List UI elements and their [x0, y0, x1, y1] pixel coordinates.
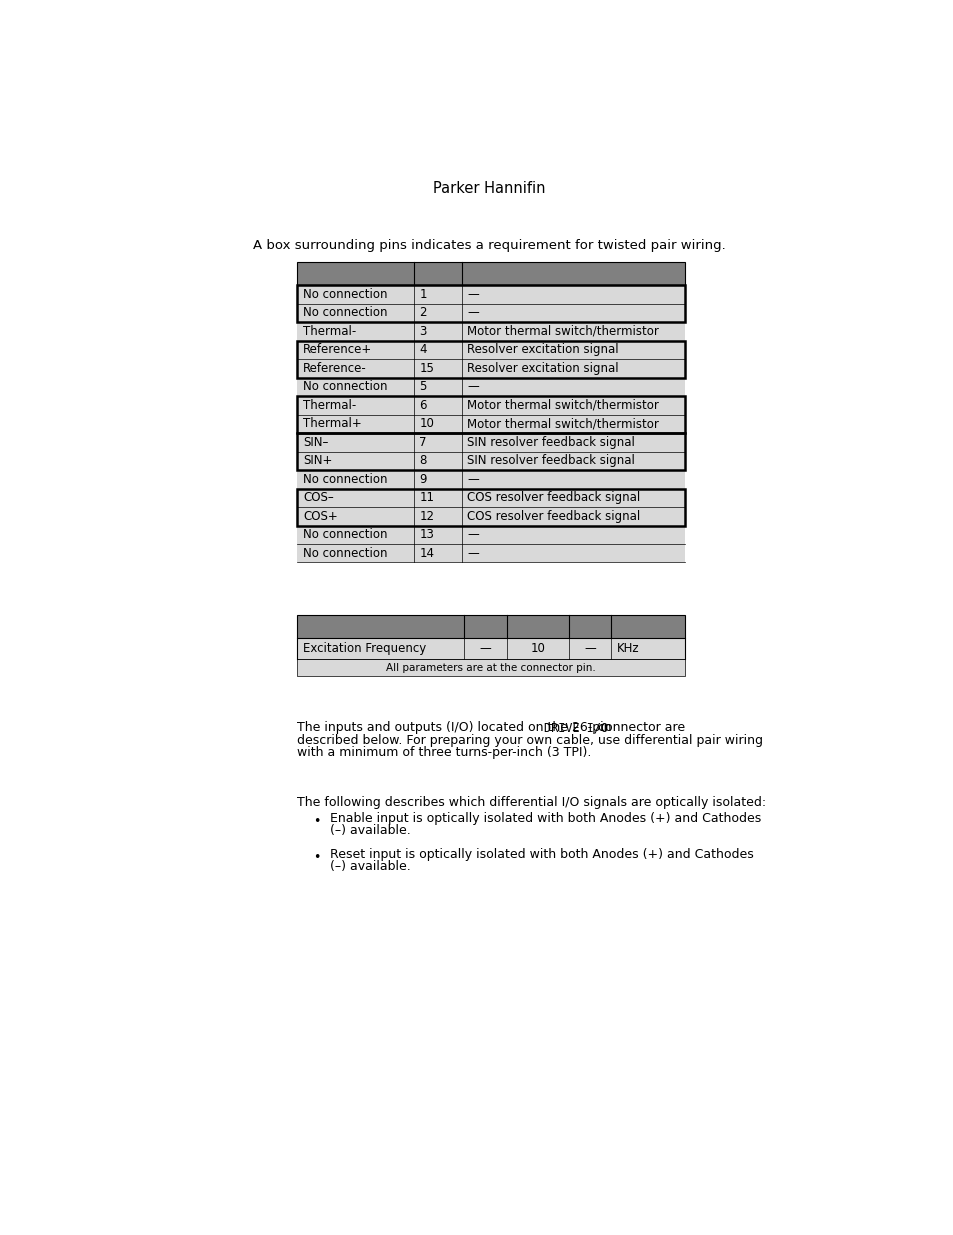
Bar — [297, 396, 684, 415]
Text: 14: 14 — [418, 547, 434, 559]
Text: Resolver excitation signal: Resolver excitation signal — [467, 362, 618, 375]
Text: No connection: No connection — [303, 529, 387, 541]
Text: 5: 5 — [418, 380, 426, 394]
Text: SIN–: SIN– — [303, 436, 328, 448]
Text: 11: 11 — [418, 492, 434, 504]
Text: Motor thermal switch/thermistor: Motor thermal switch/thermistor — [467, 417, 659, 430]
Text: —: — — [467, 380, 478, 394]
Text: Reset input is optically isolated with both Anodes (+) and Cathodes: Reset input is optically isolated with b… — [330, 847, 753, 861]
Text: No connection: No connection — [303, 547, 387, 559]
Text: —: — — [467, 288, 478, 301]
Text: 6: 6 — [418, 399, 426, 412]
Bar — [297, 304, 684, 322]
Text: Resolver excitation signal: Resolver excitation signal — [467, 343, 618, 357]
Text: No connection: No connection — [303, 306, 387, 320]
Text: A box surrounding pins indicates a requirement for twisted pair wiring.: A box surrounding pins indicates a requi… — [253, 240, 724, 252]
Text: —: — — [467, 306, 478, 320]
Bar — [297, 433, 684, 452]
Text: All parameters are at the connector pin.: All parameters are at the connector pin. — [386, 663, 596, 673]
Bar — [297, 508, 684, 526]
Text: Motor thermal switch/thermistor: Motor thermal switch/thermistor — [467, 325, 659, 338]
Text: •: • — [313, 815, 320, 827]
Text: 13: 13 — [418, 529, 434, 541]
Bar — [297, 543, 684, 562]
Text: described below. For preparing your own cable, use differential pair wiring: described below. For preparing your own … — [297, 734, 762, 747]
Text: KHz: KHz — [617, 642, 639, 656]
Text: 9: 9 — [418, 473, 426, 485]
Bar — [297, 489, 684, 526]
Text: —: — — [467, 547, 478, 559]
Text: 4: 4 — [418, 343, 426, 357]
Text: —: — — [583, 642, 596, 656]
Text: Reference+: Reference+ — [303, 343, 372, 357]
Bar — [297, 659, 684, 677]
Text: No connection: No connection — [303, 473, 387, 485]
Bar — [297, 452, 684, 471]
Text: 2: 2 — [418, 306, 426, 320]
Bar — [297, 433, 684, 471]
Text: 10: 10 — [418, 417, 434, 430]
Text: COS resolver feedback signal: COS resolver feedback signal — [467, 492, 639, 504]
Text: Thermal-: Thermal- — [303, 325, 355, 338]
Text: SIN+: SIN+ — [303, 454, 332, 467]
Text: 1: 1 — [418, 288, 426, 301]
Text: (–) available.: (–) available. — [330, 824, 411, 837]
Bar — [297, 415, 684, 433]
Text: 15: 15 — [418, 362, 434, 375]
Text: No connection: No connection — [303, 288, 387, 301]
Text: Reference-: Reference- — [303, 362, 366, 375]
Text: 7: 7 — [418, 436, 426, 448]
Text: SIN resolver feedback signal: SIN resolver feedback signal — [467, 436, 635, 448]
Bar — [297, 526, 684, 543]
Text: —: — — [479, 642, 491, 656]
Text: DRIVE I/O: DRIVE I/O — [544, 721, 608, 734]
Text: SIN resolver feedback signal: SIN resolver feedback signal — [467, 454, 635, 467]
Text: 8: 8 — [418, 454, 426, 467]
Text: —: — — [467, 473, 478, 485]
Bar — [297, 322, 684, 341]
Text: COS resolver feedback signal: COS resolver feedback signal — [467, 510, 639, 522]
Text: COS–: COS– — [303, 492, 334, 504]
Bar — [297, 285, 684, 304]
Text: The following describes which differential I/O signals are optically isolated:: The following describes which differenti… — [297, 797, 766, 809]
Text: connector are: connector are — [594, 721, 684, 734]
Text: The inputs and outputs (I/O) located on the 26-pin: The inputs and outputs (I/O) located on … — [297, 721, 616, 734]
Text: Motor thermal switch/thermistor: Motor thermal switch/thermistor — [467, 399, 659, 412]
Bar — [297, 359, 684, 378]
Bar — [297, 396, 684, 433]
Text: —: — — [467, 529, 478, 541]
Bar — [297, 489, 684, 508]
Text: Thermal+: Thermal+ — [303, 417, 361, 430]
Text: •: • — [313, 851, 320, 863]
Bar — [297, 638, 684, 659]
Text: No connection: No connection — [303, 380, 387, 394]
Text: (–) available.: (–) available. — [330, 861, 411, 873]
Bar — [297, 378, 684, 396]
Text: 10: 10 — [530, 642, 544, 656]
Text: 3: 3 — [418, 325, 426, 338]
Text: Enable input is optically isolated with both Anodes (+) and Cathodes: Enable input is optically isolated with … — [330, 811, 760, 825]
Bar — [297, 285, 684, 322]
Bar — [297, 341, 684, 359]
Bar — [297, 341, 684, 378]
Bar — [297, 471, 684, 489]
Text: COS+: COS+ — [303, 510, 337, 522]
Bar — [297, 615, 684, 638]
Text: with a minimum of three turns-per-inch (3 TPI).: with a minimum of three turns-per-inch (… — [297, 746, 591, 760]
Text: 12: 12 — [418, 510, 434, 522]
Text: Parker Hannifin: Parker Hannifin — [433, 180, 544, 195]
Text: Excitation Frequency: Excitation Frequency — [303, 642, 426, 656]
Text: Thermal-: Thermal- — [303, 399, 355, 412]
Bar — [297, 262, 684, 285]
